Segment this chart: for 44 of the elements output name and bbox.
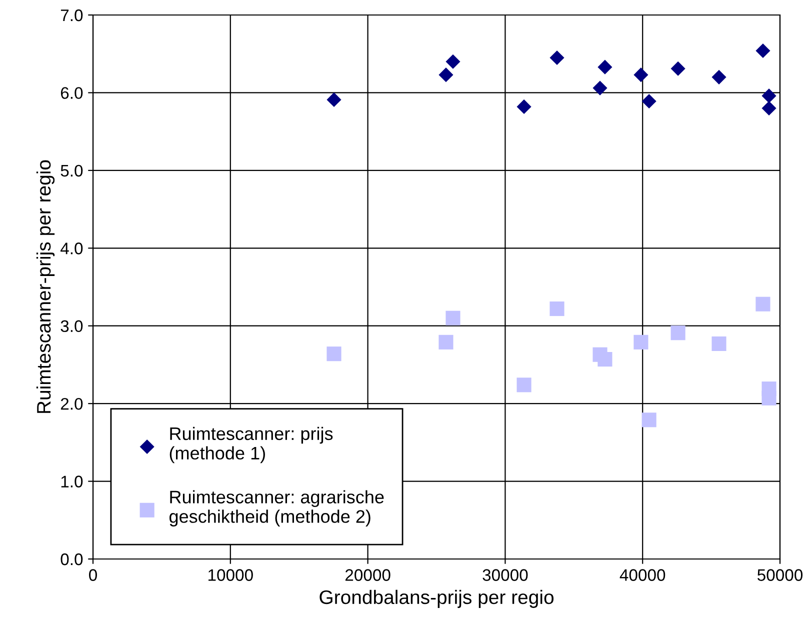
point	[446, 54, 460, 69]
x-tick-label: 40000	[620, 569, 666, 581]
legend-label: Ruimtescanner: prijs (methode 1)	[170, 426, 333, 464]
x-tick-label: 30000	[482, 569, 528, 581]
point	[550, 301, 564, 316]
y-tick-label: 5.0	[60, 164, 83, 177]
point	[550, 50, 564, 66]
point	[516, 99, 532, 114]
point	[446, 310, 460, 326]
point	[598, 60, 612, 74]
y-tick-label: 2.0	[60, 398, 83, 410]
point	[642, 94, 656, 109]
point	[712, 336, 726, 352]
point	[634, 68, 648, 82]
point	[326, 346, 342, 362]
point	[670, 326, 686, 340]
point	[762, 100, 776, 116]
point	[634, 334, 648, 350]
point	[762, 88, 776, 104]
point	[438, 68, 454, 82]
x-axis-title: Grondbalans-prijs per regio	[320, 590, 554, 608]
point	[326, 92, 342, 107]
y-tick-label: 7.0	[60, 9, 83, 22]
y-tick-label: 0.0	[60, 553, 83, 566]
point	[438, 334, 454, 350]
point	[670, 61, 686, 76]
y-tick-label: 6.0	[60, 87, 83, 99]
x-tick-label: 50000	[757, 569, 803, 581]
y-tick-label: 1.0	[61, 476, 83, 488]
point	[756, 296, 770, 312]
point	[592, 80, 608, 96]
point	[712, 70, 726, 84]
x-tick-label: 20000	[345, 569, 390, 581]
point	[642, 412, 656, 428]
y-axis-title: Ruimtescanner-prijs per regio	[36, 160, 55, 413]
x-tick-label: 0	[89, 569, 97, 581]
y-tick-label: 3.0	[60, 320, 83, 332]
point	[516, 378, 532, 392]
legend-label: Ruimtescanner: agrarische geschiktheid (methode 2)	[169, 490, 384, 526]
point	[756, 43, 770, 58]
x-tick-label: 10000	[208, 569, 253, 581]
point	[762, 390, 776, 406]
y-tick-label: 4.0	[60, 242, 83, 254]
point	[598, 352, 612, 367]
